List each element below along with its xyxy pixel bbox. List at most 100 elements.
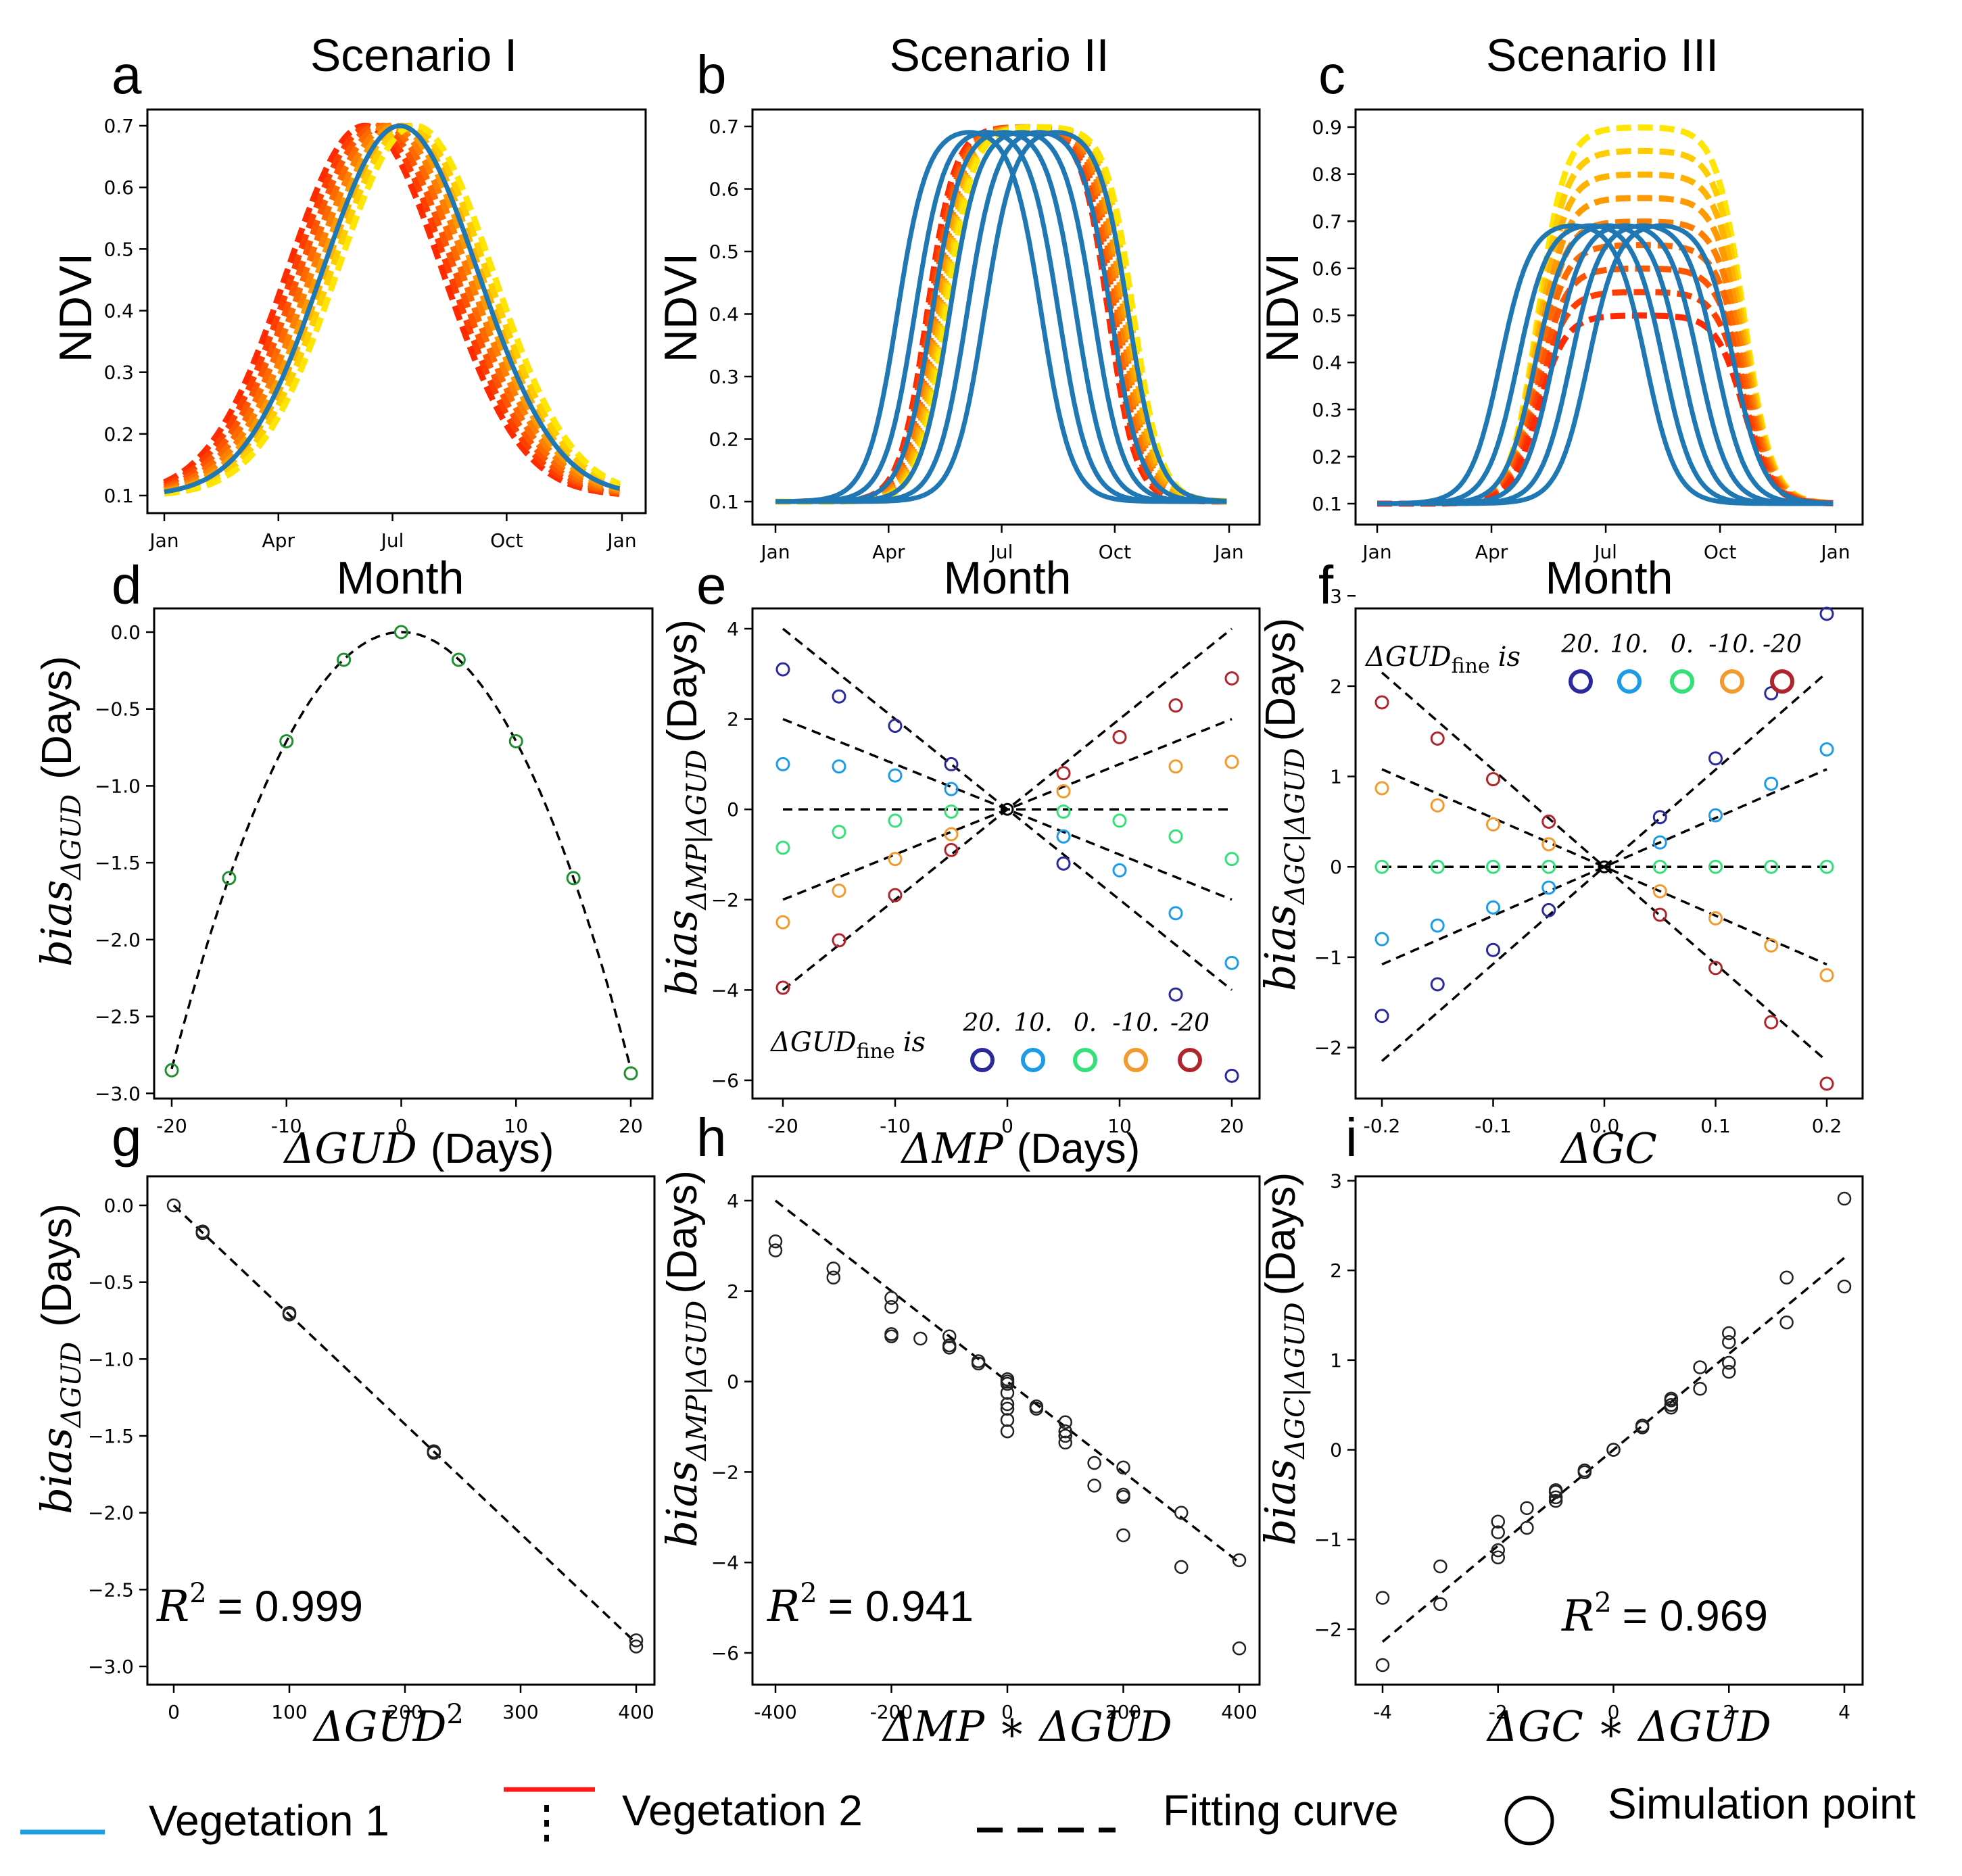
veg2-curve-a (163, 122, 620, 497)
simulation-point-e (944, 842, 959, 857)
panel-letter-d: d (112, 555, 142, 615)
simulation-point-e (1224, 1068, 1239, 1083)
legend-veg2-dot1 (544, 1805, 549, 1812)
y-tick-label-f: 2 (1330, 675, 1342, 698)
x-tick-label-i: 0 (1608, 1701, 1620, 1723)
xlabel-g: ΔGUD2 (312, 1699, 464, 1751)
x-tick-label-h: 200 (1105, 1701, 1141, 1723)
simulation-point-e (832, 933, 846, 948)
x-tick-label-g: 100 (271, 1701, 307, 1723)
simulation-point-f (1652, 907, 1667, 922)
legend-f-val-0: 20. (1560, 631, 1600, 658)
simulation-point-e (944, 804, 959, 819)
y-tick-label-d: 0.0 (110, 621, 141, 644)
title-c: Scenario III (1486, 30, 1719, 81)
panel-letter-e: e (696, 555, 727, 615)
x-tick-label-c: Oct (1704, 541, 1736, 563)
y-tick-label-g: −1.5 (88, 1425, 134, 1447)
y-tick-label-f: −2 (1314, 1037, 1342, 1059)
x-tick-label-a: Apr (262, 529, 295, 552)
origin-point-f (1598, 860, 1611, 873)
simulation-point-f (1541, 837, 1556, 852)
simulation-point-f (1652, 884, 1667, 898)
simulation-point-h (1000, 1413, 1015, 1427)
x-tick-label-b: Oct (1099, 541, 1131, 563)
simulation-point-h (1058, 1428, 1072, 1443)
simulation-point-i (1375, 1658, 1390, 1673)
x-tick-label-b: Jan (759, 541, 790, 563)
ylabel-b: NDVI (655, 253, 707, 362)
simulation-point-e (832, 825, 846, 840)
y-tick-label-i: 2 (1330, 1259, 1342, 1282)
x-tick-label-a: Jan (606, 529, 636, 552)
fit-line-g (172, 1204, 638, 1644)
simulation-point-i (1433, 1559, 1447, 1574)
y-tick-label-c: 0.3 (1312, 399, 1342, 421)
y-tick-label-b: 0.3 (709, 366, 739, 388)
y-tick-label-a: 0.3 (103, 362, 134, 384)
simulation-point-f (1541, 903, 1556, 917)
fit-line-h (774, 1199, 1241, 1564)
simulation-point-h (942, 1341, 957, 1355)
simulation-point-e (1056, 784, 1071, 798)
simulation-point-f (1708, 751, 1723, 766)
panel-letter-i: i (1345, 1107, 1358, 1168)
simulation-point-f (1819, 1076, 1834, 1091)
simulation-point-e (1056, 829, 1071, 844)
simulation-point-i (1577, 1465, 1592, 1479)
simulation-point-e (944, 756, 959, 771)
legend-f-val-2: 0. (1671, 631, 1694, 658)
simulation-point-h (1000, 1397, 1015, 1412)
simulation-point-g (282, 1307, 297, 1322)
ylabel-e: biasΔMP|ΔGUD(Days) (657, 619, 713, 996)
simulation-point-e (1112, 863, 1127, 877)
fit-line-i (1381, 1257, 1846, 1643)
y-tick-label-e: −2 (711, 889, 739, 911)
y-tick-label-g: −1.0 (88, 1348, 134, 1370)
simulation-point-i (1664, 1400, 1679, 1415)
x-tick-label-e: 0 (1001, 1115, 1013, 1137)
y-tick-label-a: 0.2 (103, 423, 134, 446)
x-tick-label-d: -20 (156, 1115, 187, 1137)
simulation-point-i (1837, 1279, 1852, 1294)
simulation-point-i (1491, 1550, 1505, 1565)
svg-text:biasΔGUD(Days): biasΔGUD(Days) (32, 1203, 87, 1514)
x-tick-label-e: 20 (1220, 1115, 1244, 1137)
y-tick-label-b: 0.5 (709, 241, 739, 263)
simulation-point-f (1764, 859, 1779, 874)
simulation-point-h (913, 1331, 928, 1346)
y-tick-label-e: 2 (727, 708, 739, 731)
x-tick-label-h: 400 (1221, 1701, 1257, 1723)
simulation-point-h (1000, 1401, 1015, 1416)
x-tick-label-f: -0.2 (1364, 1115, 1401, 1137)
svg-text:biasΔGUD(Days): biasΔGUD(Days) (32, 656, 87, 967)
simulation-point-f (1374, 1009, 1389, 1024)
simulation-point-e (1224, 852, 1239, 867)
group-legend-e: ΔGUDfine is 20. 10. 0. -10. -20 (769, 1009, 1210, 1063)
simulation-point-i (1520, 1501, 1534, 1516)
title-a: Scenario I (310, 30, 517, 81)
simulation-point-g (195, 1226, 210, 1241)
simulation-point-d (394, 625, 408, 640)
y-tick-label-c: 0.4 (1312, 352, 1342, 374)
simulation-point-f (1430, 859, 1445, 874)
x-tick-label-g: 0 (168, 1701, 180, 1723)
axes-frame-e (751, 607, 1261, 1100)
veg2-curve-a (164, 122, 621, 497)
legend-marker-f (1770, 669, 1794, 694)
simulation-point-d (623, 1066, 638, 1081)
simulation-point-e (832, 759, 846, 774)
x-tick-label-h: -400 (754, 1701, 797, 1723)
simulation-point-f (1486, 859, 1500, 874)
y-tick-label-c: 0.1 (1312, 493, 1342, 515)
svg-text:biasΔGC|ΔGUD(Days): biasΔGC|ΔGUD(Days) (1255, 618, 1311, 991)
x-tick-label-i: 4 (1838, 1701, 1850, 1723)
y-tick-label-b: 0.1 (709, 491, 739, 513)
simulation-point-e (1168, 906, 1183, 921)
xlabel-d: ΔGUD (Days) (283, 1124, 554, 1173)
simulation-point-f (1652, 859, 1667, 874)
simulation-point-h (884, 1291, 899, 1305)
simulation-point-f (1764, 938, 1779, 953)
simulation-point-f (1486, 772, 1500, 787)
simulation-point-f (1430, 977, 1445, 992)
